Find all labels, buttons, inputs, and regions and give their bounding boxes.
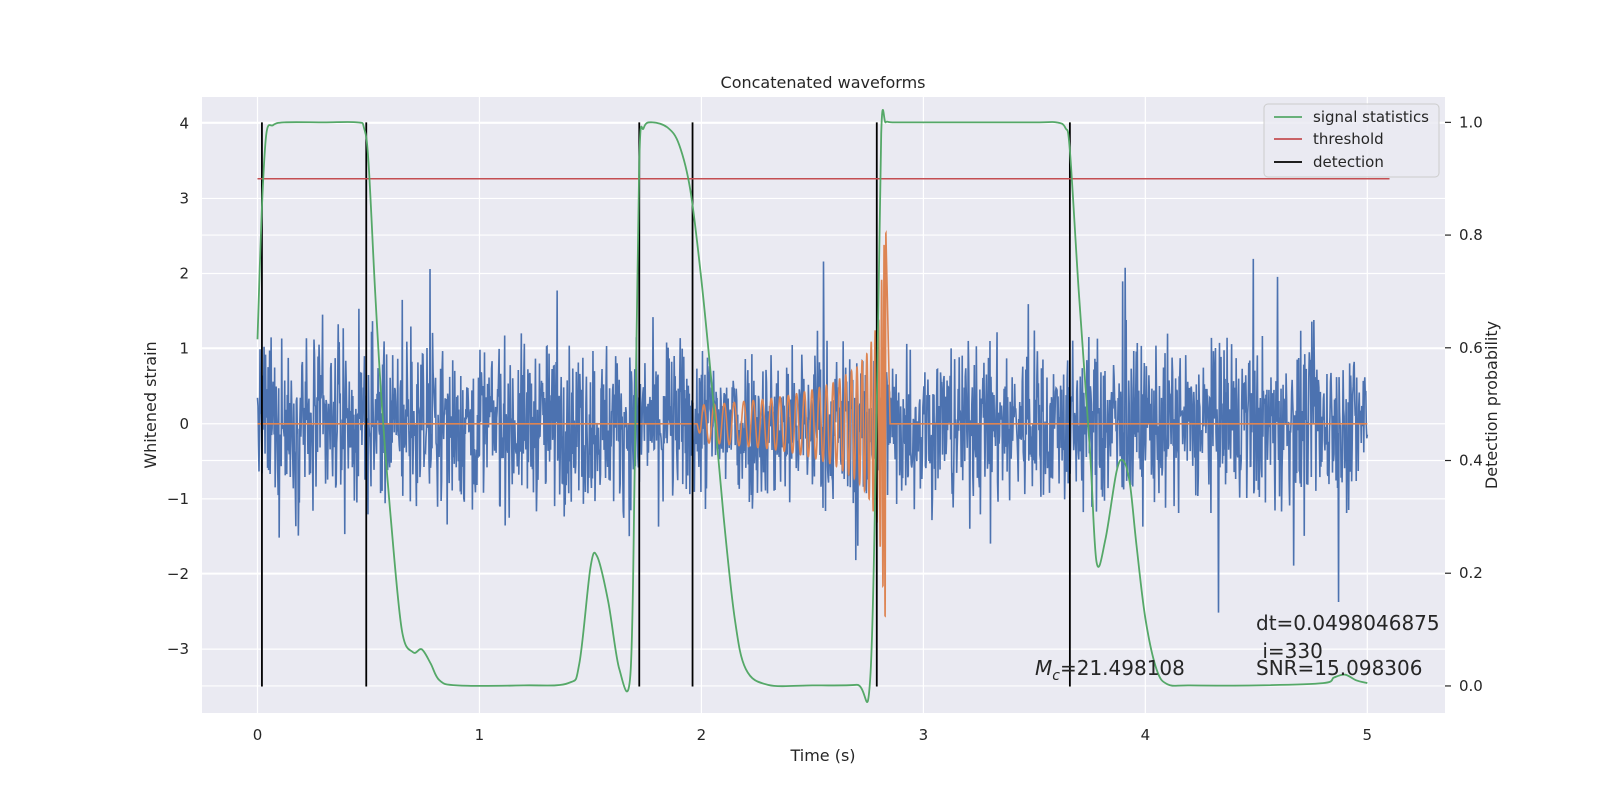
y-tick-label-2: −1 — [167, 490, 189, 508]
y-tick-label-6: 3 — [179, 189, 189, 207]
annotation-dt: dt=0.0498046875 — [1256, 611, 1440, 635]
y2-tick-label-4: 0.8 — [1459, 226, 1483, 244]
legend-frame — [1263, 103, 1440, 178]
y2-tick-label-2: 0.4 — [1459, 452, 1483, 470]
chart-title: Concatenated waveforms — [721, 73, 926, 92]
y-tick-label-0: −3 — [167, 640, 189, 658]
x-tick-label-2: 2 — [697, 726, 707, 744]
annotation-chirp-mass-symbol: M — [1035, 656, 1052, 680]
axis-ticks: 0 1 2 3 4 5 −3 −2 −1 0 1 2 3 4 0.0 0.2 0.4 0.6 0.8 1.0 — [167, 113, 1483, 744]
annotation-snr: SNR=15.098306 — [1256, 656, 1422, 680]
x-axis-label: Time (s) — [789, 746, 855, 765]
y-axis-label: Whitened strain — [141, 341, 160, 468]
legend-label-signal-statistics: signal statistics — [1313, 108, 1429, 126]
annotation-iteration: i=330 — [1256, 639, 1323, 663]
y-tick-label-5: 2 — [179, 265, 189, 283]
x-tick-label-4: 4 — [1141, 726, 1151, 744]
plot-content — [256, 109, 1390, 703]
annotation-chirp-mass: Mc=21.498108 — [1035, 656, 1185, 684]
x-tick-label-1: 1 — [475, 726, 485, 744]
x-tick-label-5: 5 — [1363, 726, 1373, 744]
y-tick-label-7: 4 — [179, 114, 189, 132]
y-tick-label-1: −2 — [167, 565, 189, 583]
y2-tick-label-0: 0.0 — [1459, 677, 1483, 695]
injected-waveform-series — [257, 230, 1368, 618]
x-tick-label-3: 3 — [919, 726, 929, 744]
legend: signal statistics threshold detection — [1263, 103, 1440, 178]
signal-statistics-line — [256, 109, 1368, 703]
y-tick-label-4: 1 — [179, 340, 189, 358]
y-tick-label-3: 0 — [179, 415, 189, 433]
y2-tick-label-3: 0.6 — [1459, 339, 1483, 357]
y2-axis-label: Detection probability — [1482, 321, 1501, 489]
annotation-chirp-mass-subscript: c — [1052, 668, 1060, 684]
annotation-chirp-mass-value: =21.498108 — [1060, 656, 1185, 680]
y2-tick-label-1: 0.2 — [1459, 564, 1483, 582]
strain-noise-series — [256, 258, 1369, 613]
legend-label-threshold: threshold — [1313, 130, 1384, 148]
x-tick-label-0: 0 — [253, 726, 263, 744]
y2-tick-label-5: 1.0 — [1459, 113, 1483, 131]
legend-label-detection: detection — [1313, 153, 1384, 171]
